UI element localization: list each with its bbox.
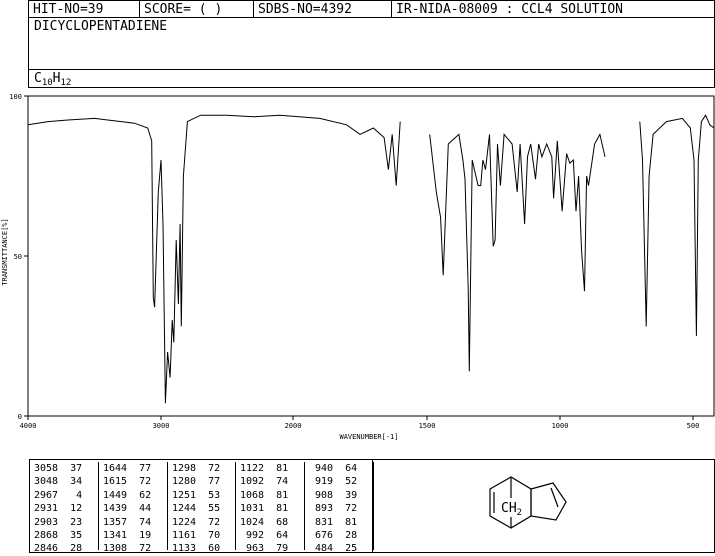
peak-row: 1224 72 [172,516,221,528]
peak-row: 919 52 [309,476,358,488]
formula-h: H [52,71,61,86]
peak-row: 2903 23 [34,516,83,528]
source-info: IR-NIDA-08009 : CCL4 SOLUTION [396,2,623,17]
peak-row: 1024 68 [240,516,289,528]
structure-drawing: CH2 [489,476,567,529]
header-bar: HIT-NO=39 SCORE= ( ) SDBS-NO=4392 IR-NID… [28,0,715,18]
five-membered-ring [530,482,567,521]
peak-row: 2931 12 [34,503,83,515]
peak-row: 893 72 [309,503,358,515]
score: SCORE= ( ) [140,1,254,18]
x-tick-label: 4000 [20,422,37,430]
peak-row: 1439 44 [103,503,152,515]
peak-table-column: 940 64 919 52 908 39 893 72 831 81 676 2… [305,462,374,554]
y-tick-label: 0 [18,413,22,421]
peak-row: 3058 37 [34,463,83,474]
pentene-double-bond [550,487,559,508]
peak-row: 1161 70 [172,530,221,542]
peak-row: 1122 81 [240,463,289,474]
x-tick-label: 500 [687,422,700,430]
spectrum-trace [429,133,606,372]
peak-row: 1341 19 [103,530,152,542]
spectrum-lines [27,114,715,404]
peak-table-column: 1122 81 1092 74 1068 81 1031 81 1024 68 992 … [236,462,305,554]
peak-row: 1357 74 [103,516,152,528]
formula-c: C [34,71,42,86]
peak-row: 1449 62 [103,489,152,501]
y-tick-label: 100 [9,93,22,101]
formula-c-count: 10 [41,78,53,88]
compound-box: DICYCLOPENTADIENE C10H12 [28,17,715,88]
peak-row: 484 25 [309,543,358,555]
peak-row: 2967 4 [34,489,83,501]
peak-row: 963 79 [240,543,289,555]
peak-row: 1644 77 [103,463,152,474]
molecular-formula: C10H12 [34,71,71,91]
x-tick-label: 2000 [285,422,302,430]
spectrum-trace [639,114,715,337]
chart-axes [27,95,715,417]
peak-row: 1092 74 [240,476,289,488]
plot-frame [27,95,715,417]
hit-number: HIT-NO=39 [29,1,140,18]
peak-row: 1251 53 [172,489,221,501]
peak-row: 1244 55 [172,503,221,515]
formula-divider [29,69,714,70]
peak-row: 2846 28 [34,543,83,555]
peak-row: 2868 35 [34,530,83,542]
sdbs-number: SDBS-NO=4392 [254,1,392,18]
peak-table: 3058 37 3048 34 2967 4 2931 12 2903 23 2868 3… [29,459,374,554]
peak-row: 940 64 [309,463,358,474]
peak-row: 1133 60 [172,543,221,555]
peak-table-column: 1644 77 1615 72 1449 62 1439 44 1357 74 1341 … [99,462,168,554]
compound-name: DICYCLOPENTADIENE [34,19,168,34]
structure-label: CH2 [501,501,522,518]
x-axis-label: WAVENUMBER[-1] [339,433,398,441]
peak-row: 676 28 [309,530,358,542]
peak-row: 1068 81 [240,489,289,501]
spectrum-trace [27,114,401,404]
peak-row: 831 81 [309,516,358,528]
peak-row: 908 39 [309,489,358,501]
peak-row: 1298 72 [172,463,221,474]
peak-table-column: 1298 72 1280 77 1251 53 1244 55 1224 72 1161 … [168,462,236,554]
peak-row: 992 64 [240,530,289,542]
y-axis-label: TRANSMITTANCE[%] [1,218,9,285]
x-tick-label: 1500 [419,422,436,430]
peak-row: 1615 72 [103,476,152,488]
peak-row: 1308 72 [103,543,152,555]
peak-row: 1280 77 [172,476,221,488]
peak-row: 1031 81 [240,503,289,515]
y-tick-label: 50 [14,253,22,261]
structure-box: CH2 [372,459,715,553]
peak-table-column: 3058 37 3048 34 2967 4 2931 12 2903 23 2868 3… [30,462,99,554]
formula-h-count: 12 [60,78,72,88]
peak-row: 3048 34 [34,476,83,488]
x-tick-label: 1000 [552,422,569,430]
x-tick-label: 3000 [153,422,170,430]
